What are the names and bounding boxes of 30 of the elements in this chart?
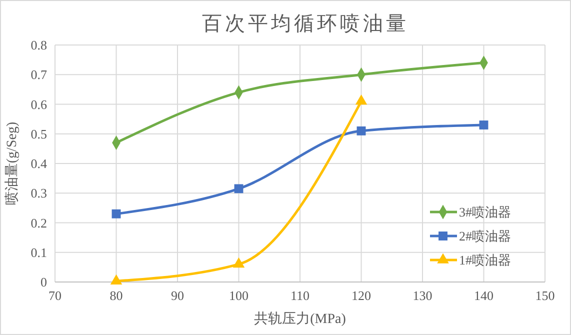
point: [112, 209, 121, 218]
y-axis-title: 喷油量(g/Seg): [4, 122, 20, 206]
x-tick-label: 90: [171, 288, 184, 303]
chart-title: 百次平均循环喷油量: [202, 13, 409, 35]
x-tick-label: 120: [352, 288, 371, 303]
point: [356, 126, 366, 136]
y-tick-label: 0.7: [30, 67, 48, 82]
x-tick-label: 140: [474, 288, 494, 303]
x-tick-label: 70: [48, 288, 62, 303]
legend-label: 2#喷油器: [459, 228, 511, 244]
y-tick-label: 0.3: [30, 186, 47, 201]
x-tick-label: 110: [290, 288, 310, 303]
x-tick-label: 100: [229, 288, 248, 303]
y-tick-label: 0.4: [30, 156, 48, 172]
legend-label: 1#喷油器: [459, 252, 511, 268]
x-tick-label: 150: [535, 288, 555, 303]
x-tick-label: 80: [110, 288, 123, 303]
y-tick-label: 0.5: [30, 126, 47, 142]
y-tick-label: 0.8: [30, 38, 47, 53]
point: [479, 120, 488, 130]
y-tick-label: 0: [40, 274, 47, 290]
y-tick-label: 0.2: [30, 215, 47, 230]
point: [232, 257, 245, 268]
point: [234, 184, 244, 194]
y-tick-label: 0.1: [30, 244, 47, 260]
x-axis-title: 共轨压力(MPa): [254, 311, 346, 327]
legend-label: 3#喷油器: [459, 204, 511, 220]
x-tick-label: 130: [412, 288, 432, 303]
point: [110, 274, 122, 285]
y-tick-label: 0.6: [30, 96, 48, 112]
